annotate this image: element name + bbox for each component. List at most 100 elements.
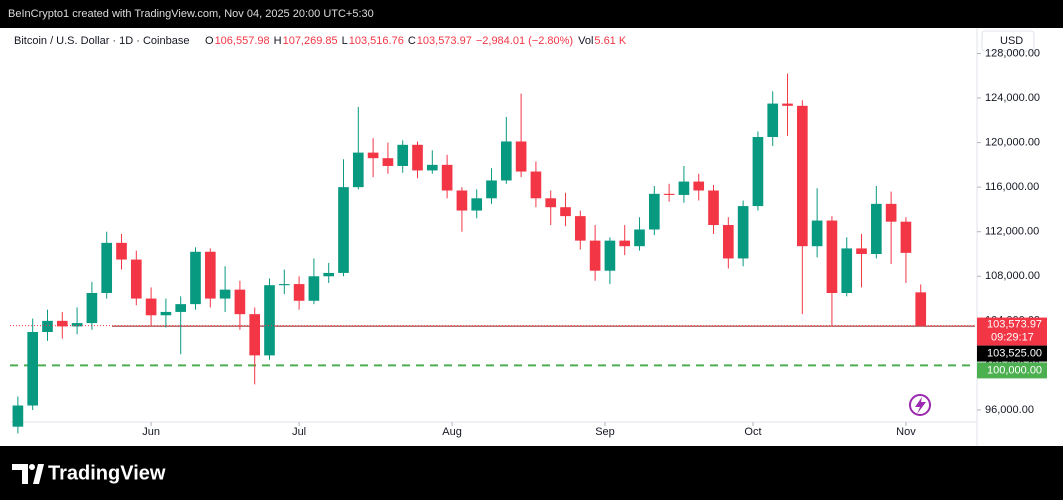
x-tick-label: Sep — [595, 426, 615, 438]
candle-body — [234, 289, 246, 315]
candle-body — [589, 240, 601, 271]
candle-body — [796, 105, 808, 247]
brand-logo — [12, 464, 44, 484]
candle-body — [264, 285, 275, 356]
candle-body — [27, 331, 39, 406]
currency-button[interactable] — [981, 30, 1035, 52]
candle-body — [604, 240, 616, 271]
candle-body — [160, 311, 172, 316]
candle-body — [841, 248, 853, 293]
candle-body — [308, 276, 320, 301]
candle-body — [900, 221, 912, 253]
candle-body — [441, 164, 453, 191]
candle-body — [619, 240, 631, 247]
ohlc-value: 103,516.76 — [349, 35, 404, 47]
ohlc-key: L — [342, 35, 348, 47]
x-tick-label: Jul — [292, 426, 306, 438]
ohlc-value: 106,557.98 — [215, 35, 270, 47]
brand: TradingView — [48, 462, 166, 484]
candle-body — [693, 181, 705, 191]
plot-panel — [0, 28, 1063, 446]
candle-body — [885, 203, 897, 222]
change: −2,984.01 (−2.80%) — [476, 35, 573, 47]
volume-key: Vol — [578, 35, 593, 47]
candle-body — [86, 292, 98, 324]
candle-body — [663, 193, 675, 195]
y-tick-label: 120,000.00 — [985, 136, 1040, 148]
candle-body — [42, 320, 53, 332]
candle-body — [456, 190, 468, 211]
candle-body — [219, 289, 231, 299]
candle-body — [175, 304, 187, 312]
candle-body — [826, 220, 838, 293]
credit: BeInCrypto1 created with TradingView.com… — [8, 8, 374, 20]
candle-body — [530, 171, 542, 199]
last-price-label: 103,573.97 — [987, 318, 1042, 330]
last-price-box — [977, 317, 1047, 346]
candle-body — [752, 137, 764, 207]
y-tick-label: 128,000.00 — [985, 47, 1040, 59]
candle-body — [101, 242, 113, 293]
candle-body — [293, 284, 305, 301]
candle-body — [130, 259, 142, 299]
candle-body — [871, 203, 882, 254]
candle-body — [367, 152, 379, 159]
ohlc-value: 107,269.85 — [283, 35, 338, 47]
symbol: Bitcoin / U.S. Dollar · 1D · Coinbase — [14, 35, 189, 47]
candle-body — [249, 314, 261, 356]
level-label: 103,525.00 — [987, 347, 1042, 359]
volume: 5.61 K — [594, 35, 626, 47]
candle-body — [71, 323, 83, 327]
candle-body — [737, 206, 749, 259]
alert-icon — [909, 394, 931, 416]
y-tick-label: 124,000.00 — [985, 92, 1040, 104]
candle-body — [500, 141, 512, 181]
y-tick-label: 112,000.00 — [985, 226, 1039, 238]
candle-body — [471, 198, 483, 211]
y-tick-label: 96,000.00 — [985, 404, 1034, 416]
candle-body — [634, 229, 645, 247]
candle-body — [782, 103, 793, 106]
y-tick-label: 116,000.00 — [985, 181, 1039, 193]
ohlc-value: 103,573.97 — [417, 35, 472, 47]
level-box — [977, 362, 1047, 379]
x-tick-label: Oct — [744, 426, 761, 438]
candle-body — [722, 225, 734, 259]
candle-body — [856, 248, 867, 254]
x-tick-label: Nov — [896, 426, 916, 438]
candle-body — [278, 284, 290, 286]
candle-body — [560, 207, 571, 217]
candle-body — [397, 144, 409, 166]
candle-body — [811, 220, 823, 247]
candle-body — [56, 320, 68, 327]
candle-body — [204, 251, 216, 299]
candle-body — [486, 180, 497, 199]
ohlc-key: H — [274, 35, 282, 47]
candle-body — [145, 298, 157, 316]
candle-body — [12, 405, 24, 427]
x-tick-label: Jun — [142, 426, 160, 438]
candle-body — [545, 198, 557, 208]
candle-body — [915, 292, 927, 326]
candle-body — [323, 272, 335, 277]
candle-body — [352, 152, 364, 188]
ohlc-key: C — [408, 35, 416, 47]
candle-body — [382, 158, 394, 166]
candle-body — [574, 216, 586, 241]
candle-body — [116, 242, 127, 260]
plot: 96,000.00100,000.00104,000.00108,000.001… — [10, 28, 1047, 446]
ohlc-key: O — [205, 35, 214, 47]
level-box — [977, 345, 1047, 362]
candle-body — [190, 251, 201, 305]
ohlc-legend: O 106,557.98 H 107,269.85 L 103,516.76 C 103,57… — [205, 35, 627, 47]
x-tick-label: Aug — [442, 426, 462, 438]
candle-body — [767, 103, 779, 138]
candle-body — [708, 190, 719, 226]
candle-body — [515, 141, 527, 172]
level-label: 100,000.00 — [987, 364, 1042, 376]
y-tick-label: 108,000.00 — [985, 270, 1040, 282]
candle-body — [426, 164, 438, 171]
currency: USD — [1000, 35, 1023, 47]
candle-body — [648, 193, 660, 230]
